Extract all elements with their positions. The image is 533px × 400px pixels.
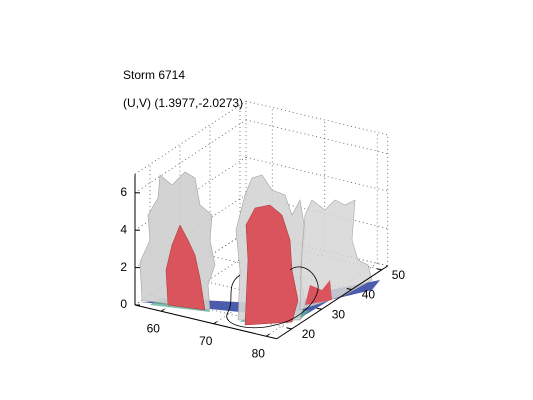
- x-tick-label: 60: [147, 321, 161, 335]
- axis-layer: 0 2 4 6 60 70 80 20 30 40 50: [120, 174, 405, 360]
- x-tick-label: 80: [252, 346, 266, 360]
- box-edge: [245, 100, 388, 136]
- storm-surfaces: [139, 171, 380, 329]
- contour-line: [226, 266, 319, 329]
- grey-surface: [299, 199, 373, 311]
- z-tick-label: 4: [120, 222, 127, 236]
- tick-mark: [376, 268, 382, 271]
- red-core: [165, 224, 206, 311]
- tick-mark: [346, 288, 352, 290]
- chart-title: Storm 6714: [123, 68, 185, 82]
- z-tick-label: 0: [120, 297, 127, 311]
- grid-line: [245, 119, 388, 155]
- y-axis: [276, 265, 389, 340]
- x-axis: [134, 304, 277, 340]
- y-tick-label: 50: [392, 268, 406, 282]
- y-tick-label: 20: [302, 327, 316, 341]
- red-core: [305, 280, 332, 305]
- z-tick-label: 6: [120, 185, 127, 199]
- z-tick-label: 2: [120, 260, 127, 274]
- x-tick-label: 70: [199, 334, 213, 348]
- tick-mark: [316, 307, 322, 310]
- y-tick-label: 30: [332, 307, 346, 321]
- chart-subtitle: (U,V) (1.3977,-2.0273): [123, 96, 243, 110]
- grid-line: [245, 156, 388, 192]
- y-tick-label: 40: [362, 288, 376, 302]
- tick-mark: [286, 327, 292, 330]
- red-core: [244, 204, 299, 326]
